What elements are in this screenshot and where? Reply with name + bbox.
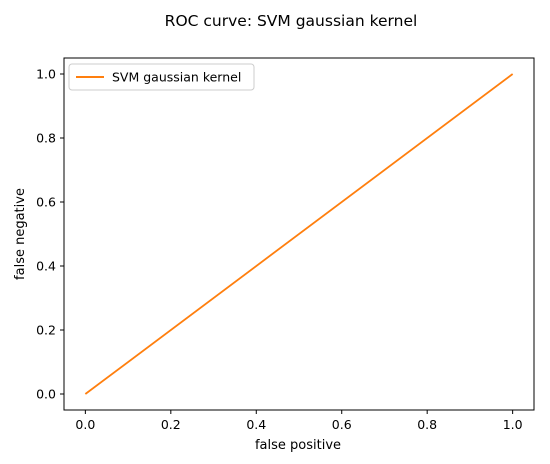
- x-axis-ticks: 0.0 0.2 0.4 0.6 0.8 1.0: [75, 410, 522, 432]
- y-tick-label: 0.8: [36, 131, 56, 146]
- y-tick-label: 1.0: [36, 67, 56, 82]
- y-axis-label: false negative: [13, 188, 28, 280]
- x-tick-label: 0.8: [417, 417, 437, 432]
- y-tick-label: 0.0: [36, 387, 56, 402]
- x-tick-label: 0.6: [332, 417, 352, 432]
- y-tick-label: 0.2: [36, 323, 56, 338]
- legend-label-svm-gaussian-kernel: SVM gaussian kernel: [112, 70, 241, 85]
- legend: SVM gaussian kernel: [69, 64, 254, 90]
- x-tick-label: 0.4: [246, 417, 266, 432]
- y-axis-ticks: 0.0 0.2 0.4 0.6 0.8 1.0: [36, 67, 64, 402]
- series-layer: [85, 74, 512, 394]
- y-tick-label: 0.4: [36, 259, 56, 274]
- series-line-svm-gaussian-kernel: [85, 74, 512, 394]
- x-axis-label: false positive: [255, 438, 341, 453]
- y-tick-label: 0.6: [36, 195, 56, 210]
- x-tick-label: 0.0: [75, 417, 95, 432]
- x-tick-label: 0.2: [161, 417, 181, 432]
- x-tick-label: 1.0: [503, 417, 523, 432]
- chart-title: ROC curve: SVM gaussian kernel: [165, 12, 418, 30]
